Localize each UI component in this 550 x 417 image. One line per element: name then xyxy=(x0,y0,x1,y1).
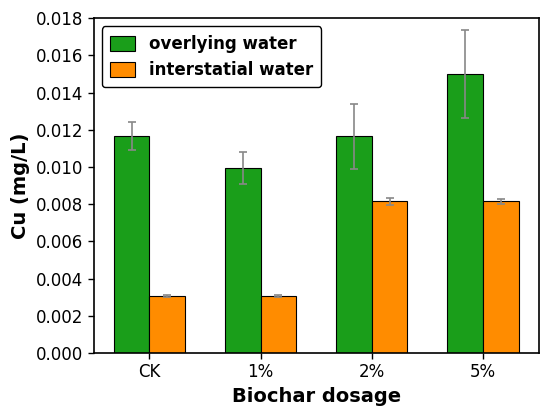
Legend: overlying water, interstatial water: overlying water, interstatial water xyxy=(102,26,321,88)
Y-axis label: Cu (mg/L): Cu (mg/L) xyxy=(11,132,30,239)
X-axis label: Biochar dosage: Biochar dosage xyxy=(232,387,401,406)
Bar xyxy=(483,201,519,353)
Bar xyxy=(372,201,408,353)
Bar xyxy=(261,296,296,353)
Bar xyxy=(225,168,261,353)
Bar xyxy=(336,136,372,353)
Bar xyxy=(150,296,185,353)
Bar xyxy=(448,74,483,353)
Bar xyxy=(114,136,150,353)
